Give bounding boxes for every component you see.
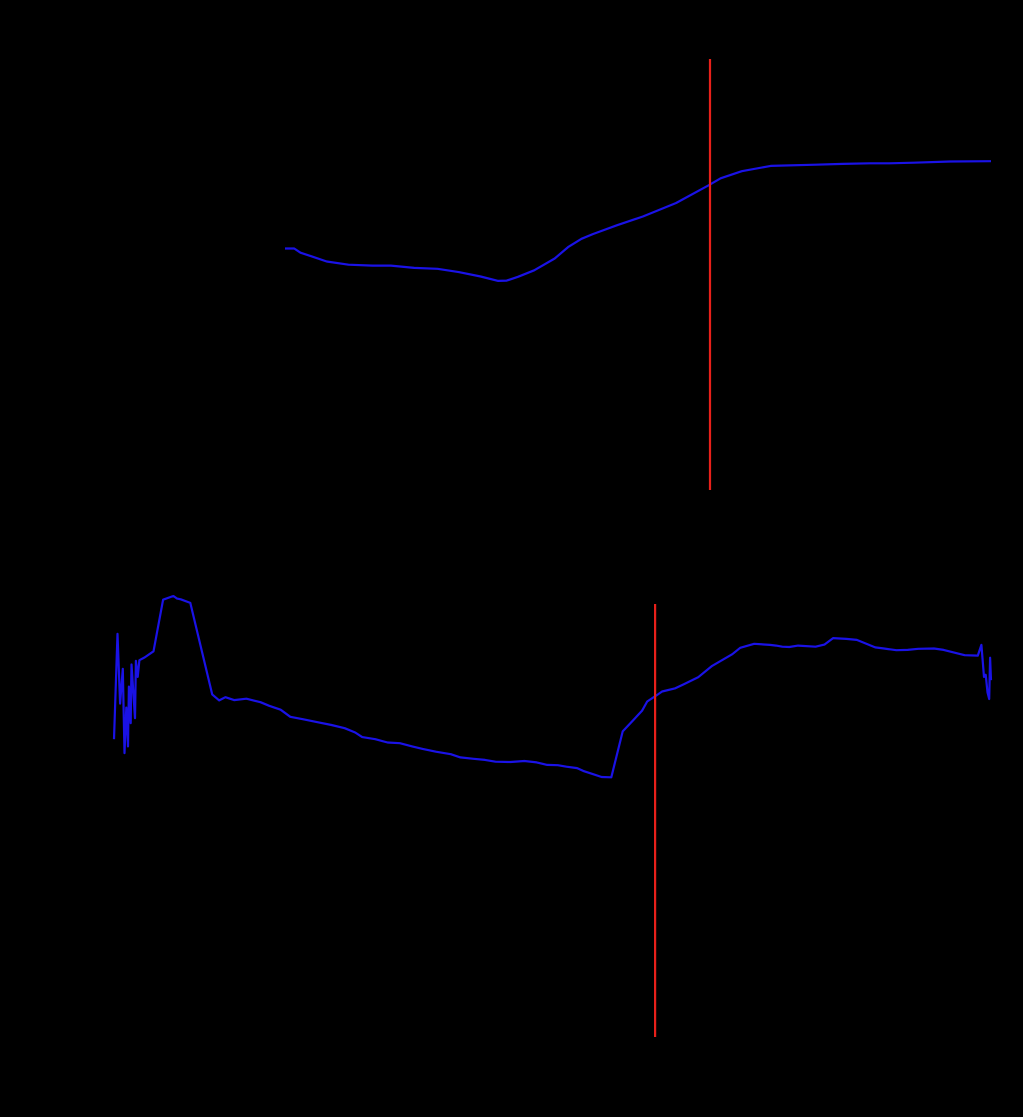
chart-panel-bottom (112, 594, 993, 1037)
series-line-1-0 (112, 594, 993, 779)
series-line-0-0 (285, 160, 992, 282)
chart-panel-top (285, 59, 992, 490)
